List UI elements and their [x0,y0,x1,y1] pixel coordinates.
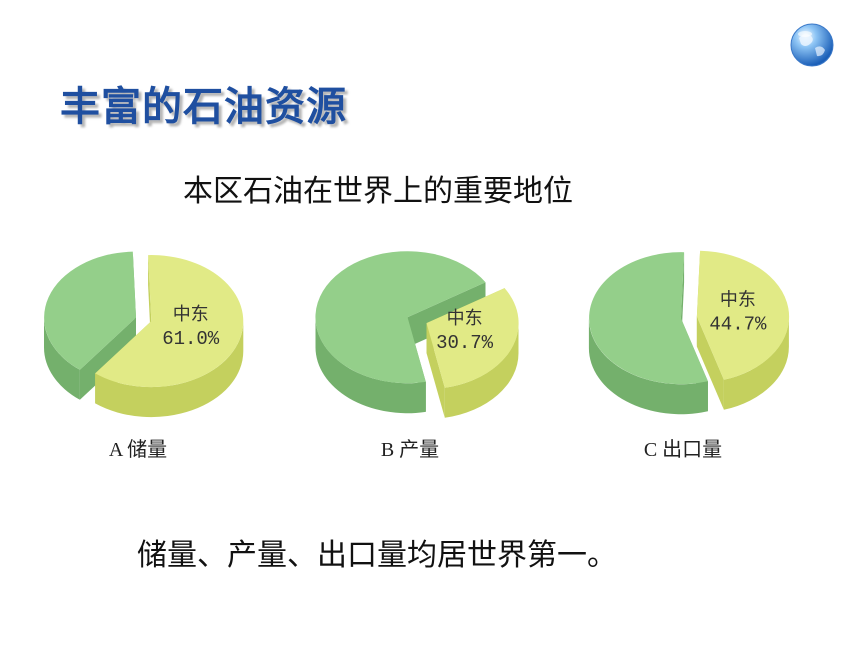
pie-chart-3: 中东 44.7% C 出口量 [588,250,790,461]
slice-mideast-2 [426,288,519,418]
slice-percent: 30.7% [436,332,494,354]
conclusion-text: 储量、产量、出口量均居世界第一。 [137,538,617,573]
pie-caption: C 出口量 [644,438,722,461]
pie-chart-2: 中东 30.7% B 产量 [315,251,519,461]
slice-mideast-1 [95,255,244,418]
pie-charts: 中东 61.0% A 储量 中东 30.7% B 产量 中东 44.7% C 出口量 [44,250,790,461]
slice-rest-1 [44,251,137,400]
pie-caption: B 产量 [381,438,439,461]
slice-rest-3 [588,252,708,415]
slide-title: 丰富的石油资源 [60,84,347,130]
pie-chart-1: 中东 61.0% A 储量 [44,251,244,461]
globe-icon [789,22,835,68]
slice-mideast-3 [696,250,790,410]
slice-percent: 44.7% [709,314,767,336]
slice-label: 中东 [720,290,756,311]
slice-label: 中东 [447,308,483,329]
slice-percent: 61.0% [162,328,220,350]
pie-caption: A 储量 [109,438,167,461]
subtitle: 本区石油在世界上的重要地位 [183,174,573,209]
slice-label: 中东 [173,304,209,325]
